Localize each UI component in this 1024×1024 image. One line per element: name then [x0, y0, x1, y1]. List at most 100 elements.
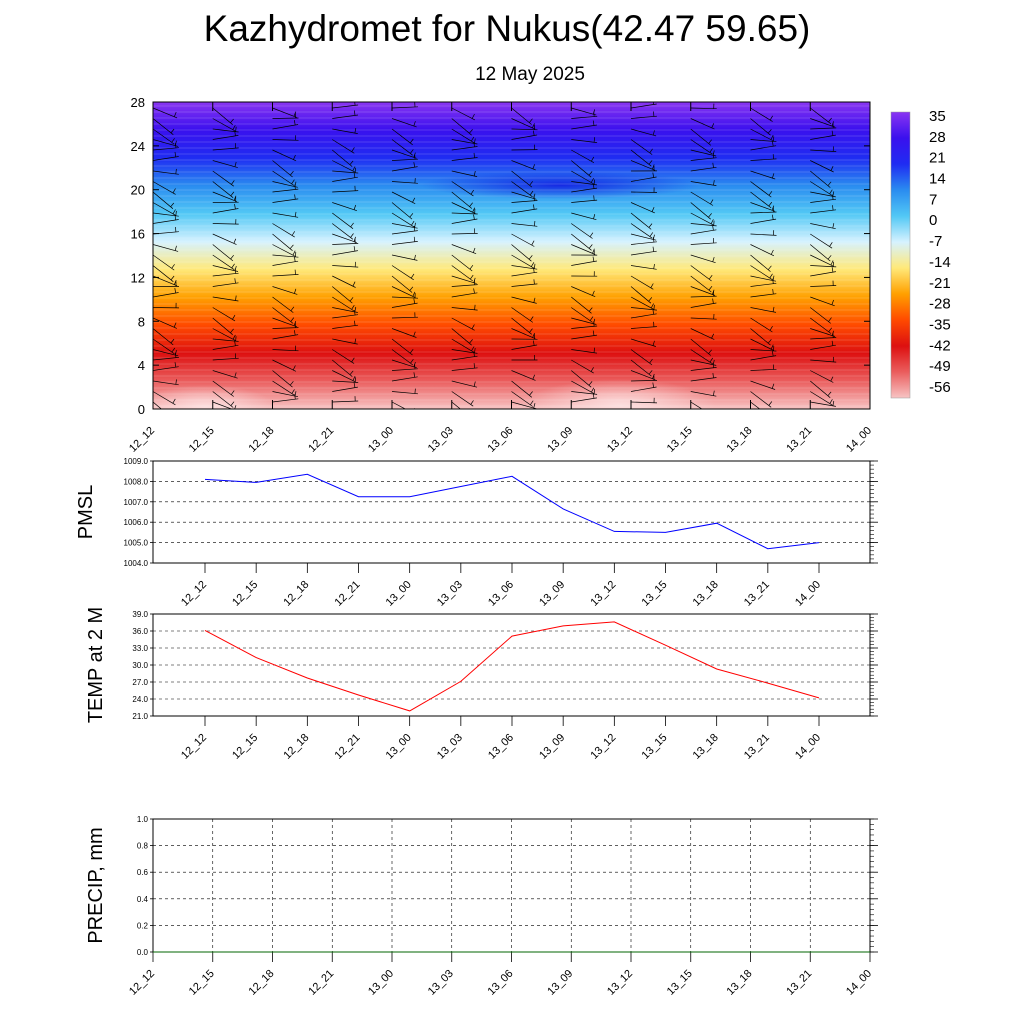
wind-barb: [690, 254, 716, 264]
x-tick-label: 12_15: [230, 579, 260, 609]
wind-barb-feather: [413, 162, 416, 168]
wind-barb-feather: [888, 381, 891, 385]
contour-line: [153, 375, 870, 377]
wind-barb: [690, 317, 717, 320]
wind-barb: [511, 271, 538, 277]
heatmap-x-tick-label: 13_00: [366, 425, 396, 455]
wind-barb: [810, 181, 833, 196]
wind-barb: [153, 401, 162, 409]
wind-barb: [810, 359, 837, 363]
colorbar-label: -14: [929, 254, 951, 271]
colorbar-gradient: [891, 112, 910, 398]
wind-barb: [750, 170, 776, 180]
x-tick-label: 13_18: [691, 579, 721, 609]
wind-barb: [212, 170, 235, 187]
wind-barb: [571, 296, 592, 314]
wind-barb: [212, 233, 237, 245]
heatmap-field: [153, 102, 870, 409]
colorbar-label: 0: [929, 212, 937, 229]
wind-barb-feather: [293, 120, 296, 126]
wind-barb: [750, 191, 772, 209]
wind-barb-feather: [830, 376, 834, 382]
y-tick-label: 21.0: [132, 712, 148, 721]
x-tick-label: 14_00: [793, 732, 823, 762]
wind-barb-feather: [771, 351, 774, 357]
x-tick-label: 13_03: [435, 732, 465, 762]
wind-barb: [332, 349, 355, 364]
wind-barb: [451, 212, 478, 215]
wind-barb: [630, 349, 653, 366]
wind-barb: [272, 334, 299, 340]
wind-barb: [690, 128, 712, 146]
wind-barb-feather: [708, 139, 712, 144]
wind-barb-feather: [413, 331, 416, 337]
wind-barb: [810, 127, 837, 130]
wind-barb: [750, 145, 777, 151]
wind-barb: [630, 326, 657, 329]
wind-barb: [272, 107, 297, 118]
wind-barb-feather: [593, 137, 596, 143]
wind-barb-feather: [409, 286, 414, 291]
wind-barb: [272, 139, 299, 141]
wind-barb: [391, 118, 417, 128]
wind-barb-feather: [470, 274, 474, 280]
wind-barb-feather: [171, 138, 175, 143]
wind-barb: [810, 160, 834, 173]
contour-line: [153, 393, 870, 395]
wind-barb-feather: [291, 389, 295, 394]
wind-barb: [511, 307, 534, 323]
wind-barb: [391, 212, 415, 228]
contour-line: [153, 165, 870, 167]
wind-barb: [571, 244, 596, 255]
wind-barb-feather: [470, 189, 474, 195]
heatmap-x-tick-label: 13_18: [725, 425, 755, 455]
wind-barb: [810, 337, 837, 340]
x-tick-label: 12_21: [333, 732, 363, 762]
wind-barb-feather: [888, 308, 891, 312]
wind-barb: [332, 265, 359, 268]
wind-barb: [690, 328, 715, 340]
wind-barb-feather: [294, 288, 297, 294]
wind-barb: [212, 118, 236, 132]
wind-barb: [869, 160, 870, 161]
wind-barb: [571, 233, 592, 251]
wind-barb: [750, 355, 777, 361]
x-tick-label: 13_18: [691, 732, 721, 762]
wind-barb: [272, 170, 295, 186]
wind-barb: [750, 254, 771, 272]
x-tick-label: 12_21: [306, 968, 336, 998]
wind-barb-feather: [290, 317, 295, 322]
wind-barb-feather: [531, 240, 535, 246]
wind-barb: [571, 160, 592, 178]
wind-barb-feather: [470, 400, 474, 405]
wind-barb-feather: [292, 250, 296, 256]
wind-barb-feather: [351, 357, 355, 363]
wind-barb-feather: [471, 136, 475, 142]
wind-barb: [690, 181, 717, 186]
wind-barb: [153, 107, 178, 119]
wind-barb: [511, 244, 532, 262]
y-axis-label: PRECIP, mm: [85, 827, 107, 943]
wind-barb: [153, 212, 179, 217]
wind-barb-feather: [533, 204, 535, 210]
wind-barb: [451, 244, 477, 255]
wind-barb: [571, 391, 598, 395]
wind-barb: [153, 156, 179, 161]
wind-barb: [153, 338, 175, 355]
y-tick-label: 0.6: [137, 868, 149, 877]
wind-barb: [571, 139, 598, 143]
wind-barb-feather: [354, 102, 356, 106]
wind-barb-feather: [351, 305, 355, 310]
wind-barb: [630, 241, 657, 245]
wind-barb: [153, 181, 176, 195]
wind-barb: [391, 296, 419, 299]
colorbar: 35 28 21 14 7 0 -7 -14 -21 -28 -35 -42 -49 -56: [890, 108, 951, 399]
wind-barb-feather: [710, 199, 714, 205]
wind-barb-feather: [293, 111, 297, 117]
wind-barb: [272, 391, 299, 398]
wind-barb: [690, 139, 713, 155]
wind-barb: [750, 275, 777, 282]
wind-barb-feather: [708, 213, 712, 218]
wind-barb: [451, 157, 478, 161]
